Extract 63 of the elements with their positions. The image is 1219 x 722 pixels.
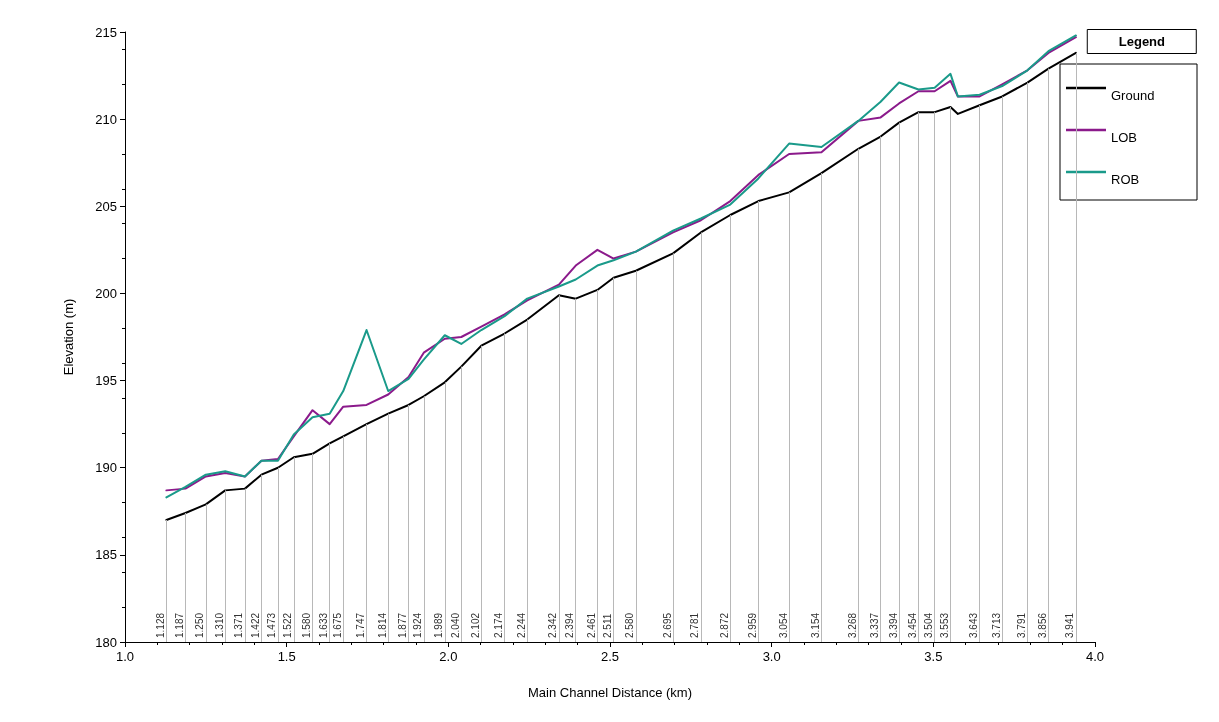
ref-line-label: 1.422 [249, 612, 261, 638]
x-tick-label: 1.0 [115, 649, 135, 664]
ref-line-label: 1.371 [233, 612, 245, 638]
x-tick-label: 3.0 [762, 649, 781, 664]
ref-line-label: 2.040 [449, 612, 461, 638]
ref-line-label: 3.154 [809, 612, 821, 638]
ref-line-label: 2.342 [547, 612, 559, 638]
ref-line-label: 2.959 [746, 612, 758, 638]
ref-line-label: 2.461 [585, 612, 597, 638]
y-tick-label: 200 [95, 285, 117, 301]
ref-line-label: 3.856 [1036, 612, 1048, 638]
ref-line-label: 3.791 [1015, 612, 1027, 638]
y-axis-title: Elevation (m) [61, 298, 76, 376]
ref-line-label: 1.522 [282, 612, 294, 638]
ref-line-label: 3.713 [990, 612, 1002, 638]
ref-line-label: 1.814 [376, 612, 388, 638]
y-tick-label: 190 [95, 460, 117, 476]
ref-line-label: 2.102 [469, 612, 481, 638]
ref-line-label: 1.989 [433, 612, 445, 638]
ref-line-label: 3.337 [869, 612, 881, 638]
ref-line-label: 1.633 [318, 612, 330, 638]
legend-label: ROB [1111, 171, 1140, 187]
ref-line-label: 3.504 [923, 612, 935, 638]
legend-label: LOB [1111, 129, 1138, 145]
legend-title: Legend [1118, 34, 1166, 49]
ref-line-label: 2.781 [689, 612, 701, 638]
ref-line-label: 2.511 [602, 613, 614, 638]
ref-line-label: 1.675 [331, 612, 343, 638]
y-tick-label: 205 [95, 198, 117, 214]
ref-line-label: 1.473 [266, 612, 278, 638]
ref-line-label: 2.580 [624, 612, 636, 638]
ref-line-label: 3.553 [938, 612, 950, 638]
ref-line-label: 3.394 [887, 612, 899, 638]
ref-line-label: 1.250 [194, 612, 206, 638]
y-tick-label: 185 [95, 547, 117, 563]
ref-line-label: 1.924 [412, 612, 424, 638]
x-axis-title: Main Channel Distance (km) [527, 685, 693, 700]
ref-line-label: 1.877 [397, 612, 409, 638]
ref-line-label: 2.174 [493, 612, 505, 638]
ref-line-label: 3.054 [777, 612, 789, 638]
y-tick-label: 195 [95, 373, 117, 389]
y-tick-label: 210 [95, 111, 117, 127]
ref-line-label: 1.128 [154, 612, 166, 638]
ref-line-label: 1.580 [301, 612, 313, 638]
ref-line-label: 2.695 [661, 612, 673, 638]
ref-line-label: 1.310 [213, 612, 225, 638]
x-tick-label: 3.5 [924, 649, 943, 664]
ref-line-label: 2.244 [515, 612, 527, 638]
ref-line-label: 3.643 [968, 612, 980, 638]
x-tick-label: 4.0 [1085, 649, 1105, 664]
ref-line-label: 1.187 [173, 612, 185, 638]
x-tick-label: 2.0 [439, 649, 458, 664]
y-tick-label: 180 [95, 634, 117, 650]
ref-line-label: 3.941 [1064, 612, 1076, 638]
x-tick-label: 2.5 [600, 649, 620, 664]
legend-label: Ground [1111, 87, 1155, 103]
ref-line-label: 1.747 [355, 612, 367, 638]
y-tick-label: 215 [95, 24, 117, 40]
x-tick-label: 1.5 [277, 649, 296, 664]
ref-line-label: 3.268 [846, 612, 858, 638]
ref-line-label: 2.394 [564, 612, 576, 638]
ref-line-label: 2.872 [718, 612, 730, 638]
ref-line-label: 3.454 [906, 612, 918, 638]
